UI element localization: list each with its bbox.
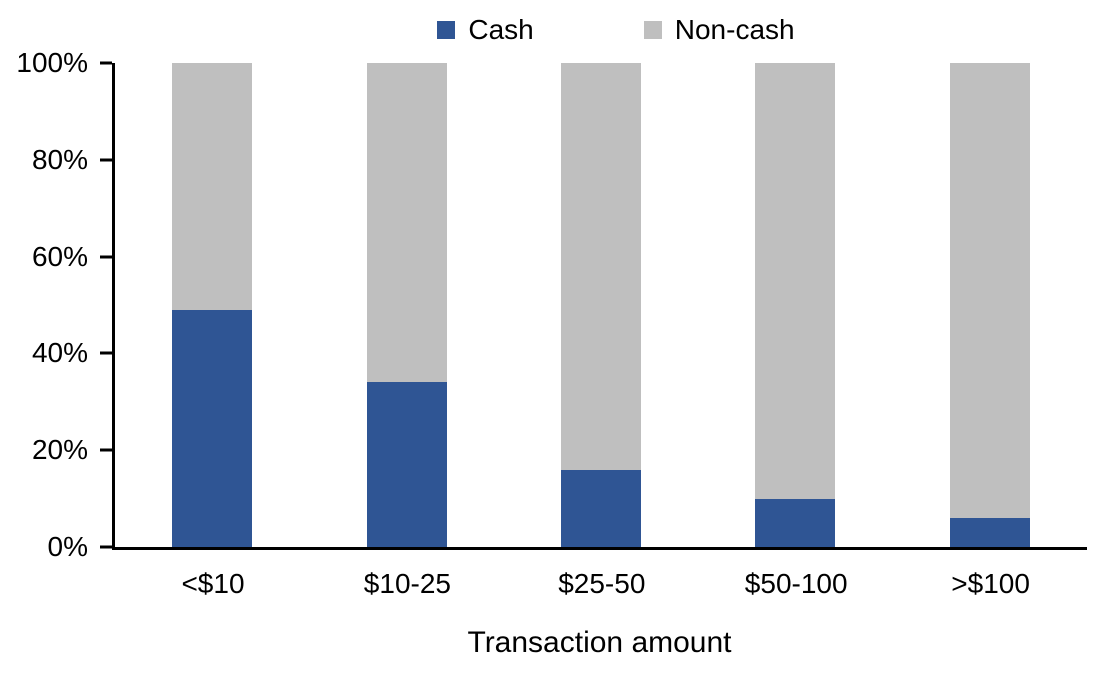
legend-label-cash: Cash	[468, 14, 534, 45]
x-tick-label: $25-50	[558, 568, 646, 599]
non-cash-swatch-icon	[643, 21, 662, 39]
y-tick-label: 80%	[31, 143, 88, 175]
y-tick-label: 60%	[31, 240, 88, 272]
legend-label-non-cash: Non-cash	[674, 14, 795, 45]
y-axis-tick	[100, 448, 112, 452]
y-axis-tick	[100, 351, 112, 355]
legend-item-non-cash: Non-cash	[643, 10, 795, 50]
bar-segment-non-cash	[561, 63, 641, 470]
x-tick-label: >$100	[951, 568, 1030, 599]
bar-segment-non-cash	[172, 63, 253, 310]
y-tick-label: 20%	[31, 434, 88, 466]
bar-segment-cash	[366, 382, 447, 547]
plot-area: 0% 20% 40% 60% 80% 100% <$10 $10-25 $25-50 $50-10…	[16, 49, 1087, 599]
y-axis-tick	[100, 158, 112, 162]
y-axis-tick	[100, 255, 112, 259]
y-tick-label: 40%	[31, 337, 88, 369]
cash-swatch-icon	[437, 21, 456, 39]
x-axis-title: Transaction amount	[467, 626, 732, 659]
x-tick-label: $10-25	[363, 568, 451, 599]
bar-segment-cash	[949, 517, 1030, 547]
x-tick-label: <$10	[181, 568, 245, 599]
bar-segment-cash	[561, 469, 641, 547]
bar-segment-non-cash	[755, 63, 836, 499]
legend: Cash Non-cash	[0, 10, 1102, 50]
legend-item-cash: Cash	[437, 10, 534, 50]
bar-segment-cash	[755, 498, 836, 547]
bar-segment-non-cash	[366, 63, 447, 383]
y-tick-label: 0%	[47, 531, 88, 562]
bar-segment-cash	[172, 309, 253, 547]
y-axis-tick	[100, 545, 112, 549]
y-axis-tick	[100, 61, 112, 65]
bar-segment-non-cash	[949, 63, 1030, 518]
y-tick-label: 100%	[16, 47, 88, 78]
x-tick-label: $50-100	[744, 568, 848, 599]
